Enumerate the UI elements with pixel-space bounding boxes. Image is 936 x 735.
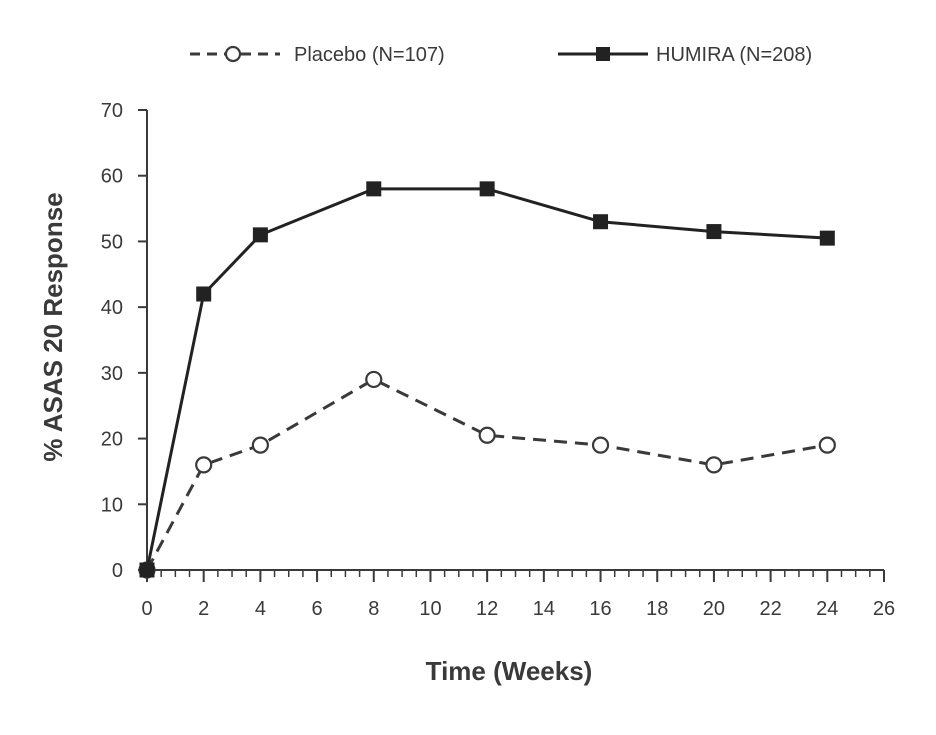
data-point-humira [479, 181, 495, 197]
series-layer [138, 181, 836, 579]
y-tick-label: 50 [101, 231, 123, 253]
x-tick-label: 6 [312, 598, 323, 620]
x-tick-label: 2 [198, 598, 209, 620]
x-tick-label: 26 [873, 598, 895, 620]
x-tick-label: 8 [368, 598, 379, 620]
x-tick-label: 20 [703, 598, 725, 620]
y-tick-label: 10 [101, 494, 123, 516]
legend: Placebo (N=107) HUMIRA (N=208) [190, 44, 812, 66]
x-tick-label: 16 [589, 598, 611, 620]
data-point-placebo [478, 426, 496, 444]
series-line-placebo [145, 377, 828, 571]
data-point-humira [706, 224, 722, 240]
data-point-humira [139, 562, 155, 578]
data-point-humira [819, 230, 835, 246]
legend-item-humira: HUMIRA (N=208) [558, 44, 812, 66]
y-axis-title: % ASAS 20 Response [38, 192, 68, 461]
data-point-humira [366, 181, 382, 197]
x-tick-label: 14 [533, 598, 555, 620]
x-tick-label: 10 [419, 598, 441, 620]
data-point-placebo [195, 456, 213, 474]
data-point-placebo [251, 436, 269, 454]
data-point-placebo [591, 436, 610, 454]
y-tick-label: 30 [101, 363, 123, 385]
data-point-placebo [705, 456, 723, 474]
legend-marker-placebo [224, 45, 242, 63]
x-tick-label: 12 [476, 598, 498, 620]
x-tick-label: 18 [646, 598, 668, 620]
y-tick-label: 0 [112, 560, 123, 582]
y-tick-label: 60 [101, 166, 123, 188]
x-tick-label: 22 [759, 598, 781, 620]
legend-label-placebo: Placebo (N=107) [294, 44, 445, 66]
y-tick-label: 70 [101, 100, 123, 122]
x-tick-label: 0 [141, 598, 152, 620]
x-tick-label: 4 [255, 598, 266, 620]
data-point-placebo [818, 436, 836, 454]
legend-item-placebo: Placebo (N=107) [190, 44, 445, 66]
legend-label-humira: HUMIRA (N=208) [656, 44, 812, 66]
data-point-humira [196, 286, 212, 302]
legend-marker-humira [596, 47, 610, 61]
data-point-placebo [365, 370, 383, 389]
x-tick-label: 24 [816, 598, 838, 620]
y-tick-label: 20 [101, 429, 123, 451]
data-point-humira [252, 227, 268, 243]
x-axis-title: Time (Weeks) [426, 656, 593, 686]
data-point-humira [593, 214, 609, 230]
y-tick-label: 40 [101, 297, 123, 319]
series-line-humira [145, 187, 828, 571]
